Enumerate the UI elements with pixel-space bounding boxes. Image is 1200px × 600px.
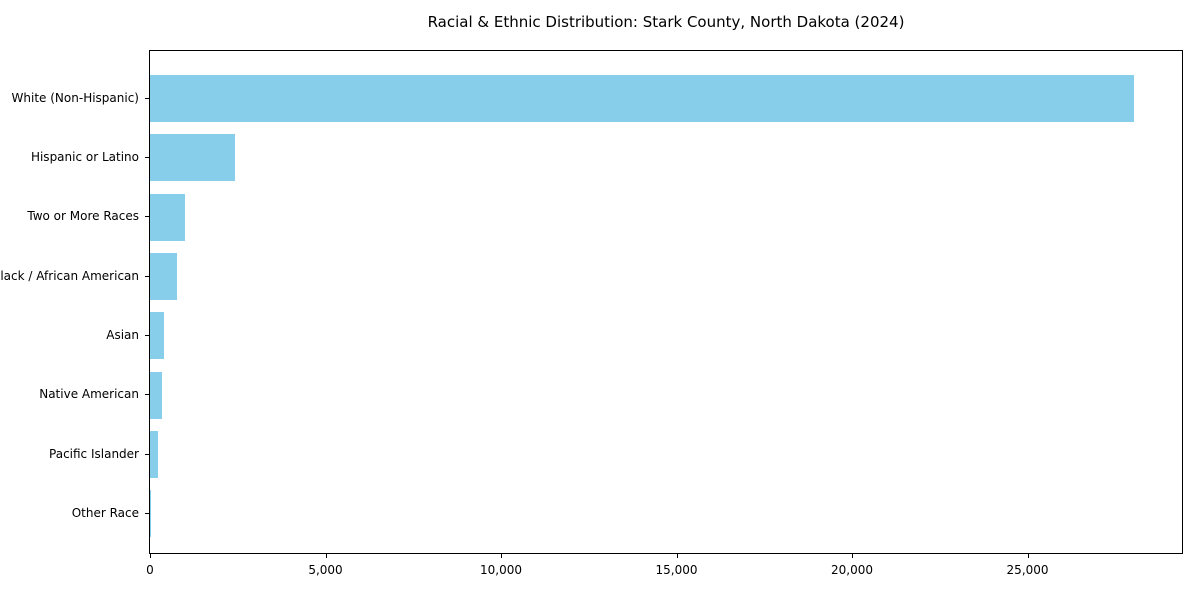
xtick-label-15-000: 15,000 — [655, 563, 698, 577]
ytick-mark — [145, 453, 149, 455]
ytick-mark — [145, 512, 149, 514]
xtick-mark — [676, 554, 678, 558]
xtick-mark — [852, 554, 854, 558]
bar-other-race — [150, 490, 152, 538]
bar-native-american — [150, 371, 163, 419]
plot-area — [149, 50, 1183, 554]
bar-pacific-islander — [150, 431, 158, 479]
ytick-label-hispanic-or-latino: Hispanic or Latino — [30, 149, 139, 164]
xtick-label-25-000: 25,000 — [1006, 563, 1049, 577]
ytick-label-other-race: Other Race — [71, 505, 139, 520]
xtick-label-0: 0 — [146, 563, 154, 577]
ytick-label-native-american: Native American — [39, 387, 139, 402]
chart-title: Racial & Ethnic Distribution: Stark Coun… — [427, 13, 905, 31]
ytick-mark — [145, 334, 149, 336]
ytick-label-white-non-hispanic: White (Non-Hispanic) — [11, 90, 139, 105]
bar-asian — [150, 312, 165, 360]
bar-two-or-more-races — [150, 193, 186, 241]
xtick-label-10-000: 10,000 — [480, 563, 523, 577]
xtick-label-20-000: 20,000 — [831, 563, 874, 577]
bar-white-non-hispanic — [150, 75, 1135, 122]
bar-black-african-american — [150, 253, 177, 301]
xtick-mark — [1027, 554, 1029, 558]
xtick-mark — [501, 554, 503, 558]
ytick-label-two-or-more-races: Two or More Races — [27, 209, 139, 224]
ytick-mark — [145, 156, 149, 158]
ytick-label-black-african-american: Black / African American — [0, 268, 139, 283]
ytick-mark — [145, 97, 149, 99]
ytick-label-pacific-islander: Pacific Islander — [49, 446, 139, 461]
xtick-mark — [150, 554, 151, 558]
bar-hispanic-or-latino — [150, 134, 235, 182]
xtick-label-5-000: 5,000 — [308, 563, 343, 577]
ytick-label-asian: Asian — [106, 327, 139, 342]
xtick-mark — [325, 554, 327, 558]
ytick-mark — [145, 394, 149, 396]
ytick-mark — [145, 216, 149, 218]
ytick-mark — [145, 275, 149, 277]
